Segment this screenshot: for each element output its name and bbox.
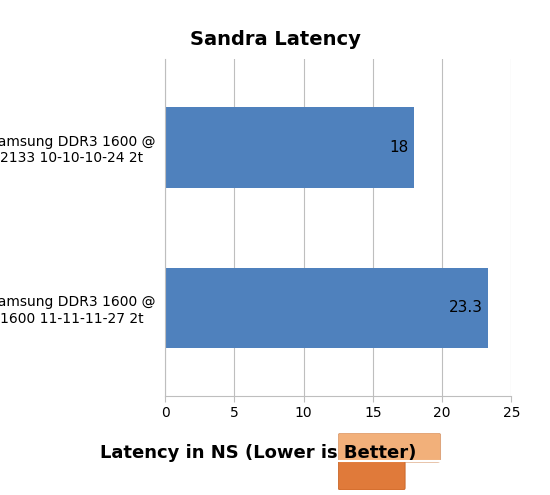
Bar: [165, 268, 488, 348]
FancyBboxPatch shape: [338, 461, 405, 490]
Text: 23.3: 23.3: [448, 300, 482, 315]
Text: Sandra Latency: Sandra Latency: [190, 30, 360, 49]
Text: Latency in NS (Lower is Better): Latency in NS (Lower is Better): [100, 444, 417, 462]
Bar: [165, 107, 415, 188]
FancyBboxPatch shape: [338, 433, 441, 462]
Text: 18: 18: [390, 140, 409, 155]
